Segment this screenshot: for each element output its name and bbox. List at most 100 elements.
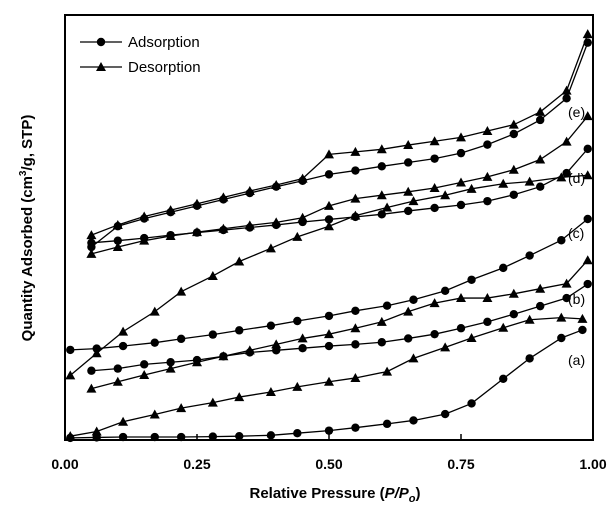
desorption-point: [561, 136, 572, 146]
desorption-point: [234, 392, 245, 402]
desorption-line: [91, 259, 589, 390]
desorption-point: [350, 372, 361, 382]
desorption-point: [112, 219, 123, 229]
adsorption-point: [382, 419, 392, 429]
x-tick-label: 0.50: [315, 456, 342, 472]
desorption-point: [429, 182, 440, 192]
adsorption-point: [557, 333, 566, 343]
desorption-point: [244, 185, 255, 195]
desorption-point: [324, 221, 334, 231]
desorption-point: [556, 312, 567, 322]
desorption-point: [324, 376, 334, 386]
adsorption-point: [409, 416, 418, 425]
adsorption-point: [483, 317, 492, 327]
curve-label: (a): [568, 352, 585, 368]
legend-triangle-marker: [96, 62, 106, 71]
x-tick-label: 0.25: [183, 456, 210, 472]
desorption-point: [429, 298, 440, 308]
adsorption-point: [456, 324, 466, 333]
adsorption-point: [440, 409, 450, 419]
adsorption-point: [456, 148, 466, 158]
legend: Adsorption Desorption: [80, 34, 201, 76]
desorption-point: [91, 348, 102, 358]
desorption-point: [403, 306, 414, 316]
desorption-point: [350, 146, 361, 156]
desorption-point: [456, 177, 466, 187]
adsorption-point: [467, 399, 476, 408]
adsorption-point: [525, 354, 534, 363]
adsorption-point: [351, 212, 360, 222]
curve-2-desorption: [65, 170, 593, 380]
desorption-point: [271, 339, 282, 349]
desorption-point: [176, 403, 187, 413]
adsorption-point: [536, 115, 545, 125]
adsorption-point: [525, 251, 534, 260]
curve-labels: (a) (b) (c) (d) (e): [568, 104, 585, 368]
adsorption-point: [140, 360, 149, 369]
desorption-point: [403, 140, 414, 150]
curve-4-desorption: [86, 29, 593, 240]
adsorption-point: [66, 345, 75, 355]
desorption-point: [297, 212, 308, 222]
adsorption-point: [87, 242, 96, 252]
desorption-point: [292, 231, 303, 241]
adsorption-point: [377, 338, 386, 347]
desorption-point: [265, 243, 276, 253]
desorption-point: [149, 409, 160, 419]
desorption-point: [350, 323, 361, 333]
desorption-point: [577, 313, 588, 323]
curve-3-desorption: [86, 111, 593, 258]
legend-circle-marker: [96, 37, 106, 47]
desorption-point: [382, 366, 393, 376]
desorption-line: [91, 33, 589, 236]
adsorption-point: [150, 432, 159, 442]
curve-label: (e): [568, 104, 585, 120]
curve-1-desorption: [86, 255, 593, 393]
desorption-point: [292, 381, 303, 391]
desorption-point: [324, 200, 334, 210]
adsorption-point: [293, 429, 302, 438]
adsorption-point: [377, 210, 386, 219]
desorption-point: [524, 314, 535, 324]
adsorption-point: [483, 196, 492, 206]
desorption-point: [524, 176, 535, 186]
desorption-point: [324, 329, 334, 339]
adsorption-point: [509, 310, 518, 319]
desorption-point: [456, 132, 466, 142]
desorption-point: [244, 345, 255, 355]
desorption-point: [582, 255, 593, 265]
desorption-point: [112, 242, 123, 252]
adsorption-point: [351, 340, 360, 349]
desorption-point: [482, 126, 493, 136]
adsorption-line: [90, 42, 589, 248]
desorption-point: [403, 186, 414, 196]
adsorption-point: [456, 200, 466, 210]
desorption-point: [271, 180, 282, 189]
desorption-point: [192, 198, 202, 208]
adsorption-point: [266, 321, 276, 330]
desorption-point: [535, 154, 546, 164]
adsorption-point: [583, 279, 592, 289]
desorption-point: [535, 106, 546, 116]
adsorption-point: [440, 286, 450, 296]
adsorption-point: [324, 341, 334, 351]
adsorption-point: [150, 338, 159, 347]
desorption-point: [508, 164, 519, 174]
adsorption-point: [351, 166, 360, 175]
desorption-point: [440, 190, 451, 200]
adsorption-point: [583, 144, 592, 154]
desorption-point: [149, 306, 160, 316]
adsorption-point: [266, 431, 276, 440]
desorption-point: [482, 171, 493, 181]
desorption-point: [466, 183, 477, 193]
desorption-point: [165, 205, 176, 215]
adsorption-point: [377, 162, 386, 171]
curve-3-adsorption: [87, 144, 592, 247]
desorption-point: [139, 211, 150, 221]
adsorption-point: [208, 330, 218, 339]
adsorption-point: [293, 316, 302, 326]
desorption-point: [207, 397, 218, 407]
adsorption-point: [509, 190, 518, 199]
desorption-point: [324, 149, 334, 159]
